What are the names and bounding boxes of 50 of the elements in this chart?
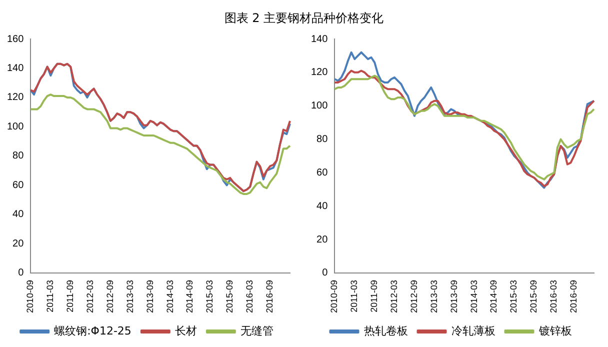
x-tick-label: 2014-09 (184, 280, 195, 313)
y-tick-label: 20 (316, 234, 328, 246)
x-tick-label: 2011-09 (369, 280, 380, 312)
x-tick-label: 2010-09 (25, 280, 36, 313)
x-tick-label: 2012-03 (85, 280, 96, 313)
legend-label: 无缝管 (240, 324, 274, 338)
x-tick-label: 2015-09 (528, 280, 539, 313)
x-tick-label: 2016-09 (264, 280, 275, 313)
x-tick-label: 2012-03 (389, 280, 400, 313)
legend-label: 螺纹钢:Φ12-25 (54, 324, 132, 338)
x-tick-label: 2015-03 (508, 280, 519, 313)
x-tick-label: 2011-03 (45, 280, 56, 312)
x-tick-label: 2015-09 (224, 280, 235, 313)
y-tick-label: 80 (316, 134, 328, 146)
x-tick-label: 2011-03 (349, 280, 360, 312)
y-tick-label: 100 (310, 100, 328, 112)
x-tick-label: 2016-03 (244, 280, 255, 313)
y-tick-label: 0 (18, 268, 24, 279)
y-tick-label: 140 (6, 62, 24, 74)
x-tick-label: 2014-09 (488, 280, 499, 313)
y-tick-label: 120 (6, 92, 24, 104)
y-tick-label: 40 (316, 200, 328, 212)
legend-label: 长材 (174, 324, 197, 338)
x-tick-label: 2016-09 (568, 280, 579, 313)
y-tick-label: 140 (310, 34, 328, 45)
x-tick-label: 2014-03 (468, 280, 479, 313)
y-tick-label: 0 (322, 268, 328, 279)
x-tick-label: 2013-03 (124, 280, 135, 313)
x-tick-label: 2013-03 (428, 280, 439, 313)
x-tick-label: 2013-09 (144, 280, 155, 313)
chart-title: 图表 2 主要钢材品种价格变化 (223, 10, 385, 27)
y-tick-label: 20 (12, 238, 24, 250)
legend-label: 镀锌板 (538, 324, 572, 338)
legend-label: 冷轧薄板 (451, 324, 496, 338)
y-tick-label: 60 (316, 167, 328, 178)
y-tick-label: 160 (6, 34, 24, 45)
x-tick-label: 2016-03 (548, 280, 559, 313)
y-tick-label: 100 (6, 121, 24, 132)
x-tick-label: 2011-09 (65, 280, 76, 312)
legend-label: 热轧卷板 (364, 324, 408, 338)
y-tick-label: 120 (310, 67, 328, 78)
x-tick-label: 2012-09 (408, 280, 419, 313)
y-tick-label: 80 (12, 150, 24, 162)
y-tick-label: 60 (12, 180, 24, 191)
y-tick-label: 40 (12, 209, 24, 220)
x-tick-label: 2014-03 (164, 280, 175, 313)
x-tick-label: 2010-09 (329, 280, 340, 313)
x-tick-label: 2012-09 (104, 280, 115, 313)
x-tick-label: 2013-09 (448, 280, 459, 313)
x-tick-label: 2015-03 (204, 280, 215, 313)
